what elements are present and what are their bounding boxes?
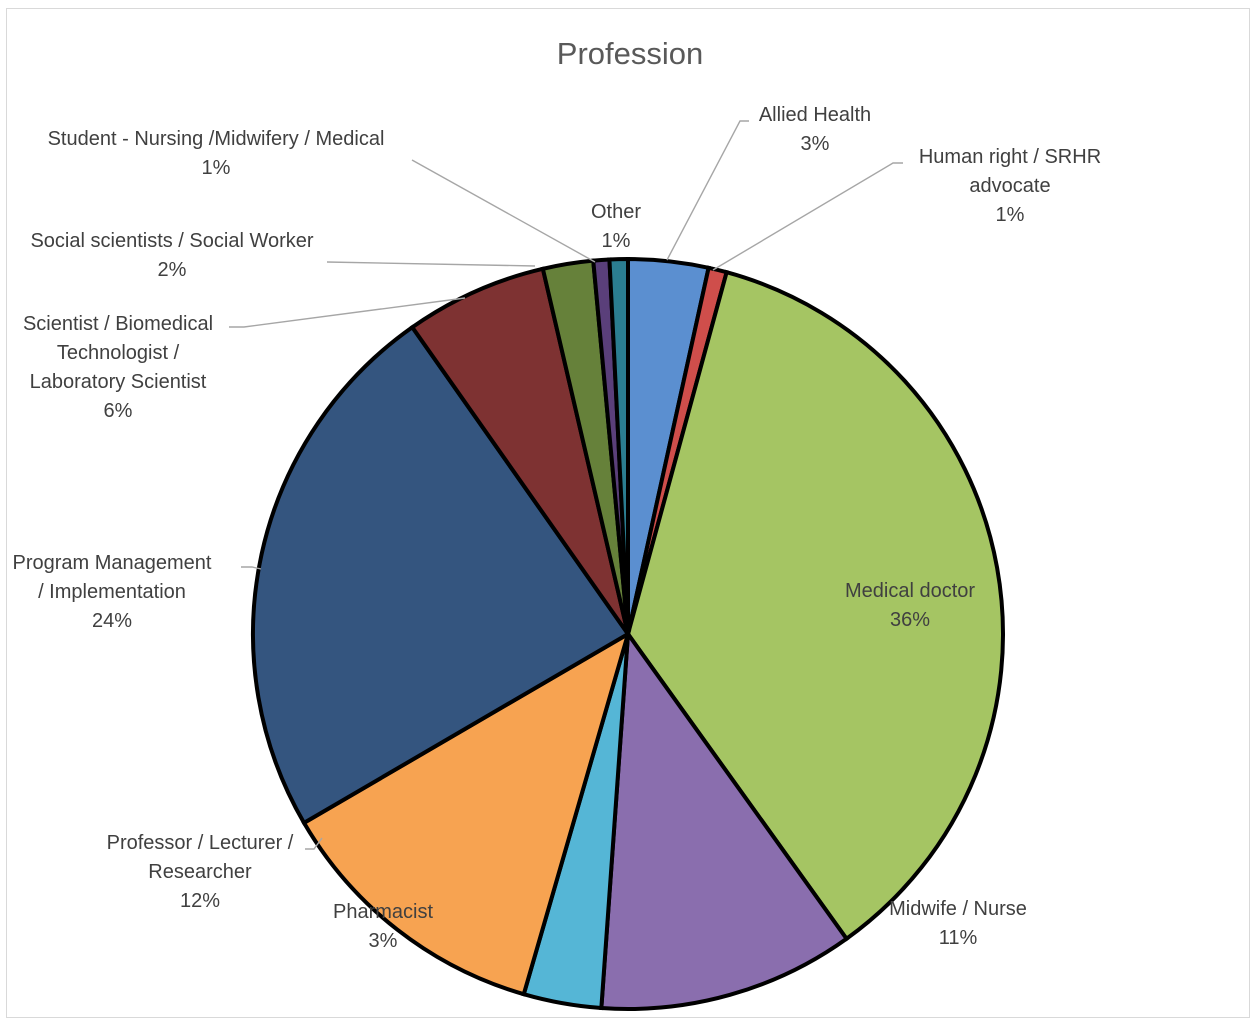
slice-name: advocate	[969, 175, 1050, 197]
slice-name: Medical doctor	[845, 580, 975, 602]
slice-name: / Implementation	[38, 581, 186, 603]
leader-line	[241, 566, 262, 570]
pie-slice	[301, 629, 632, 997]
slice-percent: 3%	[369, 930, 398, 952]
leader-line	[229, 297, 466, 328]
slice-label: Social scientists / Social Worker 2%	[30, 230, 313, 281]
slice-label: Student - Nursing /Midwifery / Medical 1%	[48, 128, 385, 179]
slice-name: Researcher	[148, 861, 252, 883]
leader-line	[666, 120, 749, 261]
slice-label: Scientist / Biomedical Technologist / Labo…	[23, 313, 213, 422]
slice-percent: 1%	[602, 230, 631, 252]
slice-name: Allied Health	[759, 104, 871, 126]
slice-label: Professor / Lecturer / Researcher 12%	[107, 832, 294, 912]
slice-name: Human right / SRHR	[919, 146, 1101, 168]
slice-label: Allied Health 3%	[759, 104, 871, 155]
slice-percent: 1%	[202, 157, 231, 179]
slice-percent: 11%	[939, 927, 978, 949]
leader-line	[712, 162, 903, 271]
slice-name: Student - Nursing /Midwifery / Medical	[48, 128, 385, 150]
slice-label: Other 1%	[591, 201, 641, 252]
slice-name: Other	[591, 201, 641, 223]
pie-slice	[599, 628, 850, 1011]
slice-label: Human right / SRHR advocate 1%	[919, 146, 1101, 226]
slice-percent: 1%	[996, 204, 1025, 226]
slice-name: Program Management	[13, 552, 212, 574]
slice-name: Technologist /	[57, 342, 180, 364]
slice-name: Professor / Lecturer /	[107, 832, 294, 854]
slice-name: Scientist / Biomedical	[23, 313, 213, 335]
leader-line	[326, 261, 536, 267]
slice-percent: 36%	[890, 609, 930, 631]
slice-percent: 24%	[92, 610, 132, 632]
pie-slice	[251, 324, 631, 826]
leader-line	[305, 837, 323, 850]
slice-name: Pharmacist	[333, 901, 433, 923]
pie-slice	[409, 266, 630, 636]
pie-slice	[607, 256, 630, 635]
slice-percent: 6%	[104, 400, 133, 422]
slice-label: Program Management / Implementation 24%	[13, 552, 212, 632]
slice-percent: 3%	[801, 133, 830, 155]
slice-name: Social scientists / Social Worker	[30, 230, 313, 252]
slice-name: Midwife / Nurse	[889, 898, 1027, 920]
leader-line	[411, 159, 596, 263]
slice-label: Midwife / Nurse 11%	[889, 898, 1027, 949]
slice-label: Medical doctor 36%	[845, 580, 975, 631]
slice-name: Laboratory Scientist	[30, 371, 207, 393]
chart-title: Profession	[557, 36, 703, 71]
slice-percent: 12%	[180, 890, 220, 912]
slice-label: Pharmacist 3%	[333, 901, 433, 952]
slice-percent: 2%	[158, 259, 187, 281]
pie-slice	[625, 269, 1005, 942]
